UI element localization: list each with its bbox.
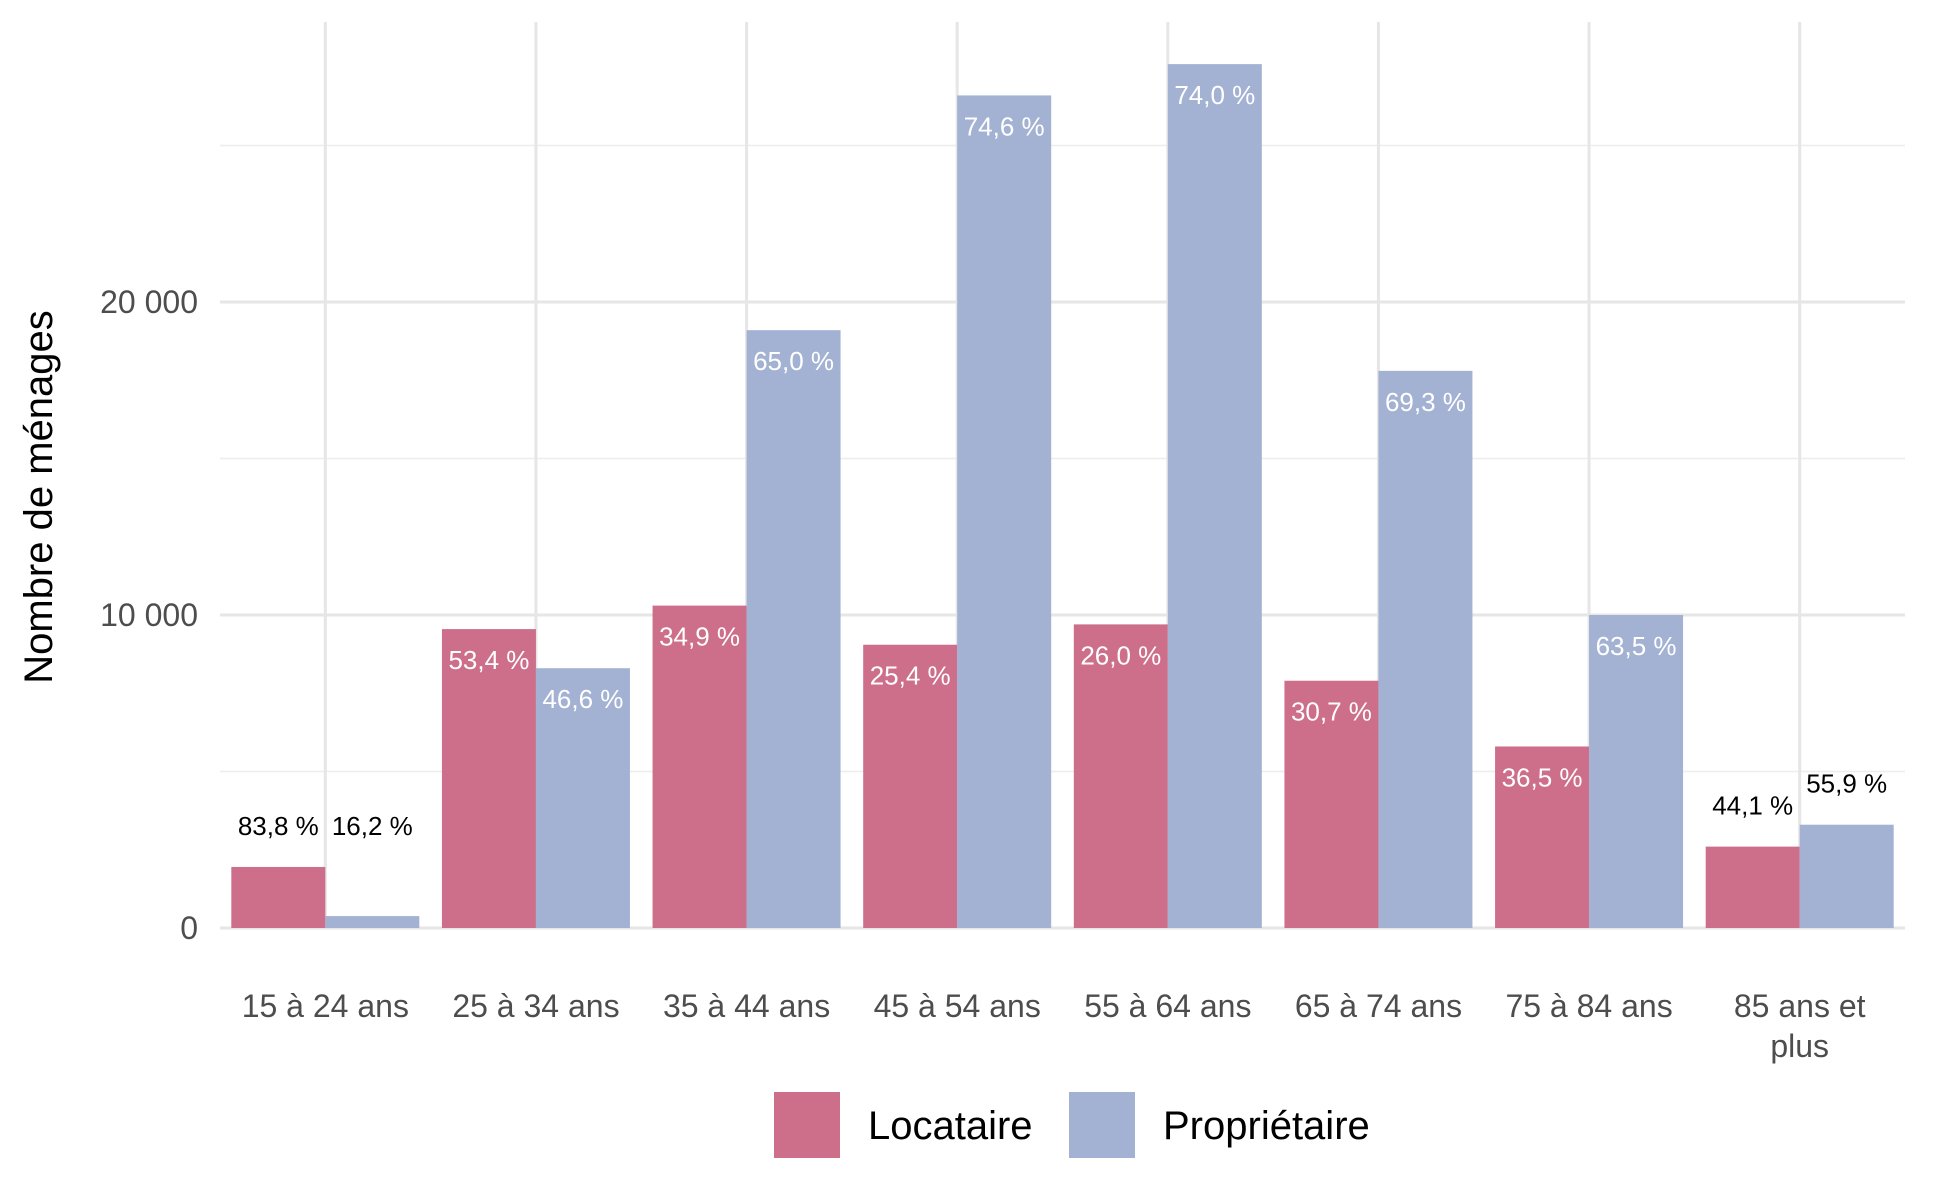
bar-data-label: 74,6 % <box>964 111 1045 141</box>
bar-locataire <box>231 866 326 928</box>
x-tick-label: 25 à 34 ans <box>452 988 619 1024</box>
bar-locataire <box>1705 846 1800 928</box>
bars-layer <box>231 64 1894 929</box>
x-tick-label: 35 à 44 ans <box>663 988 830 1024</box>
bar-data-label: 83,8 % <box>238 811 319 841</box>
bar-locataire <box>441 629 536 928</box>
bar-data-label: 44,1 % <box>1712 791 1793 821</box>
bar-propriétaire <box>1167 64 1262 929</box>
bar-propriétaire <box>325 916 420 928</box>
bar-data-label: 16,2 % <box>332 811 413 841</box>
x-tick-label: 55 à 64 ans <box>1084 988 1251 1024</box>
x-tick-label: 45 à 54 ans <box>874 988 1041 1024</box>
bar-data-label: 34,9 % <box>659 622 740 652</box>
bar-data-label: 74,0 % <box>1174 80 1255 110</box>
bar-data-label: 26,0 % <box>1080 640 1161 670</box>
legend-label-propriétaire: Propriétaire <box>1163 1104 1370 1148</box>
bar-data-label: 30,7 % <box>1291 697 1372 727</box>
bar-propriétaire <box>1589 615 1684 928</box>
bar-locataire <box>1284 680 1379 928</box>
bar-propriétaire <box>957 95 1052 929</box>
x-axis-ticks: 15 à 24 ans 25 à 34 ans 35 à 44 ans 45 à 54… <box>242 988 1866 1064</box>
y-tick-label: 0 <box>180 910 198 946</box>
bar-data-label: 25,4 % <box>870 661 951 691</box>
legend-swatch-locataire <box>774 1092 840 1158</box>
y-axis-ticks: 0 10 000 20 000 <box>100 284 198 946</box>
bar-propriétaire <box>1378 370 1473 928</box>
x-tick-label: 85 ans et plus <box>1734 988 1866 1064</box>
x-tick-label: 65 à 74 ans <box>1295 988 1462 1024</box>
bar-propriétaire <box>535 668 630 928</box>
y-tick-label: 10 000 <box>100 597 198 633</box>
bar-data-label: 69,3 % <box>1385 387 1466 417</box>
bar-propriétaire <box>1799 824 1894 928</box>
bar-data-label: 65,0 % <box>753 346 834 376</box>
bar-propriétaire <box>746 330 841 928</box>
legend-swatch-propriétaire <box>1069 1092 1135 1158</box>
bar-data-label: 36,5 % <box>1502 762 1583 792</box>
bar-locataire <box>1495 746 1590 928</box>
y-axis-title: Nombre de ménages <box>17 310 61 684</box>
bar-data-label: 46,6 % <box>542 684 623 714</box>
bar-data-label: 63,5 % <box>1596 631 1677 661</box>
legend-label-locataire: Locataire <box>868 1104 1033 1148</box>
y-tick-label: 20 000 <box>100 284 198 320</box>
bar-data-label: 55,9 % <box>1806 769 1887 799</box>
bar-data-label: 53,4 % <box>448 645 529 675</box>
bar-labels-layer: 83,8 % 53,4 % 34,9 % 25,4 % 26,0 % 30,7 % 36,5… <box>238 80 1887 841</box>
x-tick-label: 15 à 24 ans <box>242 988 409 1024</box>
bar-locataire <box>1073 624 1168 928</box>
legend: Locataire Propriétaire <box>774 1092 1370 1158</box>
bar-locataire <box>652 605 747 928</box>
bar-locataire <box>863 644 958 928</box>
x-tick-label: 75 à 84 ans <box>1505 988 1672 1024</box>
